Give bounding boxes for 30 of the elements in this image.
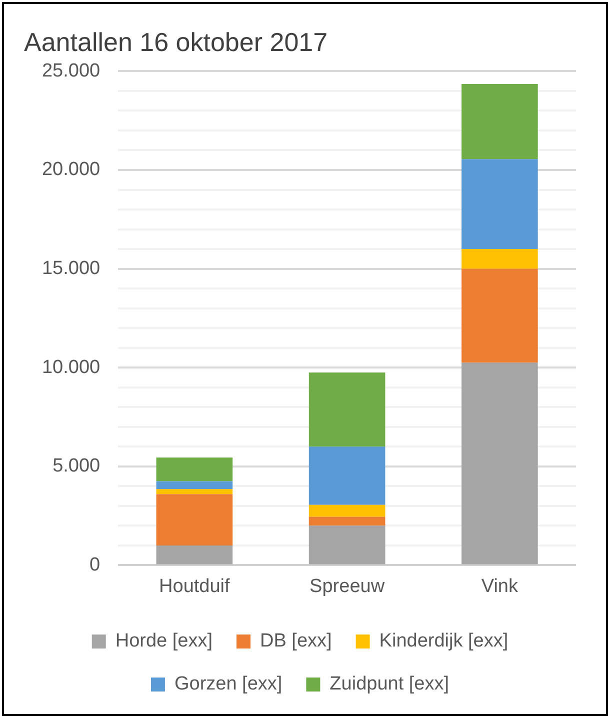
- y-tick-label: 0: [90, 554, 100, 576]
- y-tick-label: 10.000: [42, 356, 100, 378]
- bar: [156, 494, 233, 546]
- x-tick-label: Houtduif: [159, 576, 231, 597]
- bar: [308, 504, 386, 517]
- y-tick-label: 20.000: [42, 159, 100, 180]
- bar: [462, 159, 538, 250]
- bar: [462, 249, 538, 269]
- bar: [462, 84, 538, 160]
- bar: [308, 516, 386, 526]
- legend-label: Gorzen [exx]: [174, 674, 282, 695]
- x-tick-label: Spreeuw: [310, 576, 385, 597]
- legend-label: DB [exx]: [260, 630, 332, 652]
- bar: [308, 446, 386, 505]
- bar: [308, 372, 386, 447]
- legend-label: Zuidpunt [exx]: [330, 674, 450, 695]
- legend-label: Kinderdijk [exx]: [379, 630, 508, 652]
- bar: [462, 268, 538, 363]
- x-tick-label: Vink: [481, 576, 518, 597]
- bar: [156, 481, 233, 490]
- legend-label: Horde [exx]: [115, 630, 213, 652]
- bar: [462, 362, 538, 564]
- bar: [308, 526, 386, 564]
- bar: [156, 458, 233, 482]
- bar: [156, 545, 233, 564]
- y-tick-label: 25.000: [42, 60, 100, 82]
- bar: [156, 489, 233, 494]
- y-tick-label: 15.000: [42, 258, 100, 280]
- y-tick-label: 5.000: [52, 456, 100, 477]
- chart-title: Aantallen 16 oktober 2017: [24, 26, 328, 57]
